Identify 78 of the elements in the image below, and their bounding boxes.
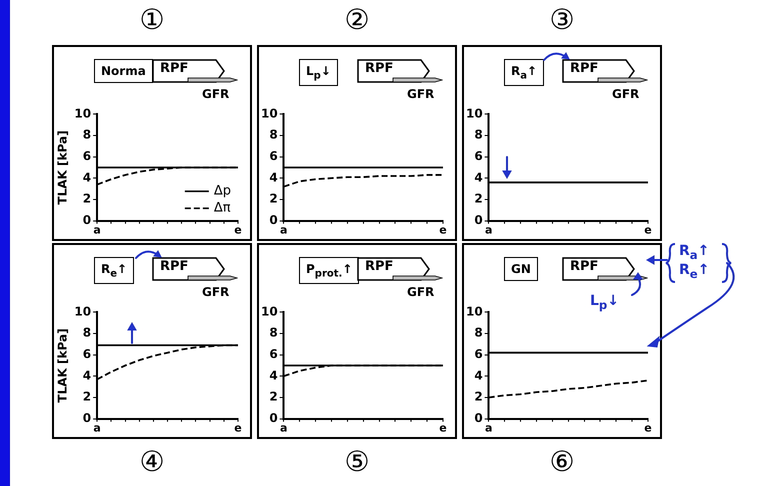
text: Norma [94, 59, 153, 83]
y-tick-label: 8 [269, 326, 278, 340]
y-axis-title: TLAK [kPa] [55, 130, 70, 205]
y-tick-label: 0 [269, 410, 278, 425]
text: RPF [570, 61, 598, 76]
y-tick-label: 8 [269, 128, 278, 142]
y-tick-label: 8 [82, 326, 92, 340]
y-axis-title: TLAK [kPa] [55, 328, 70, 403]
y-tick-label: 6 [82, 346, 92, 361]
y-tick-label: 8 [82, 128, 92, 142]
y-tick-label: 2 [82, 192, 92, 206]
text: RPF [570, 259, 598, 274]
text: ⑤ [343, 445, 371, 478]
text: P$_{prot.}$↑ [299, 257, 360, 284]
y-tick-label: 2 [474, 192, 483, 206]
y-tick-label: 4 [82, 170, 92, 184]
text: RPF [160, 61, 188, 76]
x-tick-label: e [234, 421, 242, 434]
text: GFR [202, 285, 230, 299]
x-tick-label: e [234, 223, 242, 236]
text: R$_{a}$↑ [679, 243, 710, 262]
text: L$_{p}$↓ [299, 59, 338, 86]
text: GFR [612, 87, 640, 101]
legend-label: Δp [214, 184, 232, 199]
x-tick-label: a [280, 421, 288, 434]
x-tick-label: e [644, 421, 652, 434]
y-tick-label: 10 [260, 106, 278, 120]
x-tick-label: a [93, 223, 101, 236]
x-tick-label: a [484, 421, 492, 434]
y-tick-label: 6 [474, 148, 483, 163]
text: GFR [407, 285, 434, 299]
text: GFR [202, 87, 230, 101]
x-tick-label: e [439, 421, 447, 434]
text: R$_{a}$↑ [504, 59, 544, 86]
chart-title: ③ [548, 3, 576, 36]
text: RPF [365, 61, 394, 76]
y-tick-label: 0 [474, 212, 483, 227]
y-tick-label: 4 [269, 368, 278, 382]
x-tick-label: a [280, 223, 288, 236]
y-tick-label: 10 [74, 106, 92, 120]
text: R$_{e}$↑ [679, 262, 710, 281]
y-tick-label: 4 [269, 170, 278, 184]
y-tick-label: 0 [82, 410, 92, 425]
x-tick-label: a [484, 223, 492, 236]
y-tick-label: 0 [82, 212, 92, 227]
y-tick-label: 4 [474, 170, 483, 184]
y-tick-label: 8 [474, 326, 483, 340]
y-tick-label: 2 [269, 390, 278, 404]
y-tick-label: 4 [82, 368, 92, 382]
legend-label: Δπ [214, 200, 231, 216]
y-tick-label: 6 [82, 148, 92, 163]
x-tick-label: e [439, 223, 447, 236]
y-tick-label: 2 [82, 390, 92, 404]
y-tick-label: 4 [474, 368, 483, 382]
annotation: L$_{p}$↓ [590, 293, 620, 312]
y-tick-label: 0 [269, 212, 278, 227]
y-tick-label: 6 [269, 148, 278, 163]
y-tick-label: 6 [474, 346, 483, 361]
text: GN [504, 257, 538, 281]
y-tick-label: 10 [466, 106, 483, 120]
y-tick-label: 6 [269, 346, 278, 361]
y-tick-label: 10 [260, 304, 278, 318]
text: ⑥ [548, 445, 576, 478]
y-tick-label: 10 [466, 304, 483, 318]
text: ④ [138, 445, 166, 478]
y-tick-label: 0 [474, 410, 483, 425]
y-tick-label: 2 [269, 192, 278, 206]
y-tick-label: 2 [474, 390, 483, 404]
chart-title: ① [138, 3, 166, 36]
y-tick-label: 10 [74, 304, 92, 318]
x-tick-label: e [644, 223, 652, 236]
text: GFR [407, 87, 434, 101]
x-tick-label: a [93, 421, 101, 434]
chart-title: ② [343, 3, 371, 36]
text: RPF [160, 259, 188, 274]
text: RPF [365, 259, 394, 274]
y-tick-label: 8 [474, 128, 483, 142]
text: R$_{e}$↑ [94, 257, 134, 284]
